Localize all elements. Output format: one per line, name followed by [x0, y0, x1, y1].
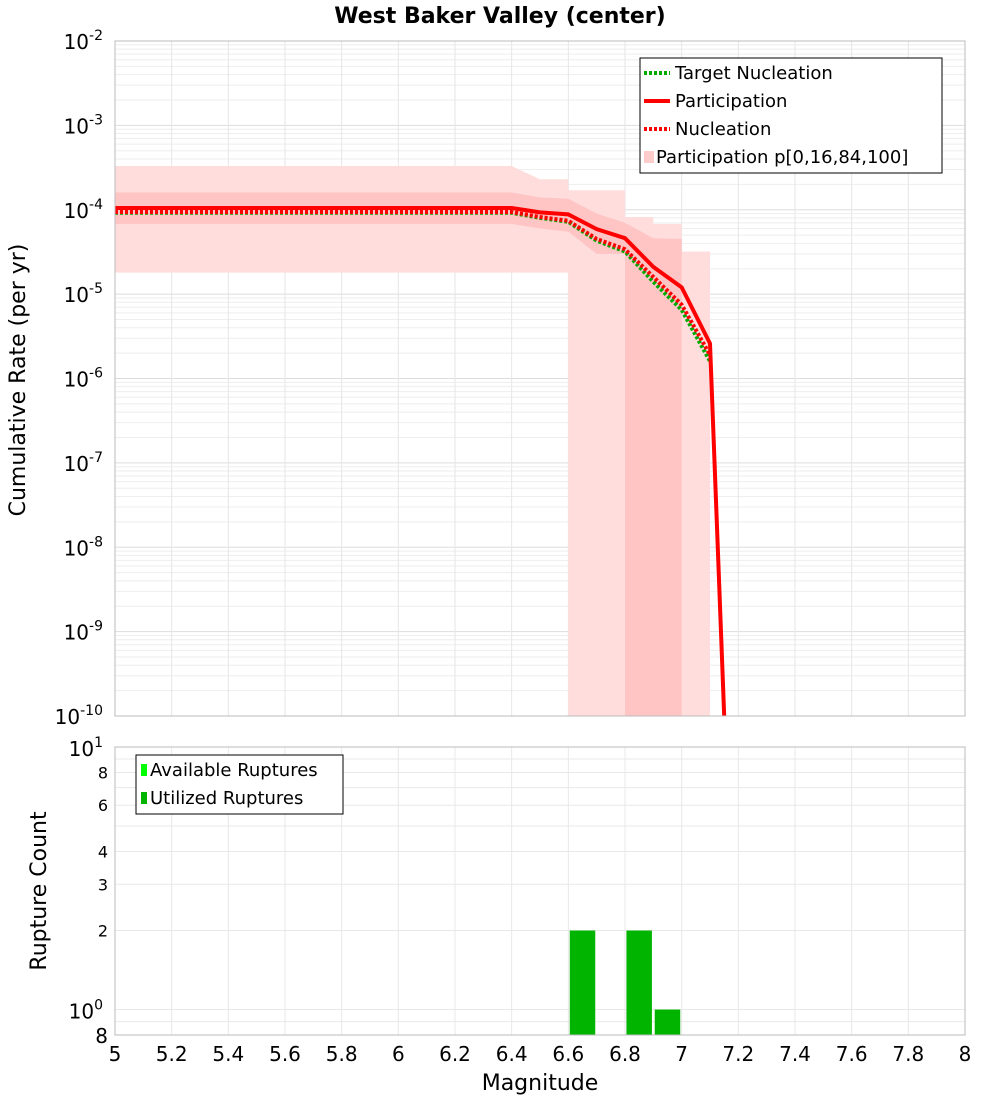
series-line-1	[115, 206, 727, 717]
bottom-y-major-tick-label-0: 100	[69, 998, 103, 1024]
top-y-tick-label-8-exp: -2	[89, 28, 103, 44]
x-tick-label-3: 5.6	[269, 1042, 301, 1066]
bottom-y-minor-tick-label-5: 8	[98, 763, 108, 782]
top-y-tick-label-0-exp: -10	[80, 703, 103, 719]
bar-1	[626, 930, 652, 1035]
bottom-legend-label-0: Available Ruptures	[150, 760, 318, 781]
top-y-tick-label-2-exp: -8	[89, 534, 103, 550]
top-y-tick-label-4-base: 10	[64, 368, 89, 392]
bottom-legend-swatch-0	[141, 764, 147, 776]
top-y-tick-label-6-exp: -4	[89, 197, 103, 213]
top-plot-frame	[114, 40, 966, 717]
top-y-tick-label-3-base: 10	[64, 452, 89, 476]
top-y-tick-label-7: 10-3	[64, 112, 103, 138]
bottom-y-minor-tick-label-2: 3	[98, 875, 108, 894]
bar-2	[654, 1009, 681, 1035]
top-y-tick-label-6-base: 10	[64, 199, 89, 223]
top-y-tick-label-7-exp: -3	[89, 112, 103, 128]
top-y-tick-label-4: 10-6	[64, 366, 104, 392]
top-y-tick-label-5-exp: -5	[89, 281, 103, 297]
top-y-tick-label-0-base: 10	[55, 705, 80, 729]
top-y-tick-label-8-base: 10	[64, 30, 89, 54]
top-y-tick-label-5: 10-5	[64, 281, 103, 307]
top-y-tick-label-8: 10-2	[64, 28, 103, 54]
top-series	[115, 206, 727, 717]
top-legend-label-0: Target Nucleation	[674, 63, 833, 84]
top-y-tick-label-0: 10-10	[55, 703, 103, 729]
x-tick-label-15: 8	[959, 1042, 972, 1066]
top-legend-label-2: Nucleation	[675, 119, 771, 140]
x-tick-label-9: 6.8	[609, 1042, 641, 1066]
top-legend-label-3: Participation p[0,16,84,100]	[656, 147, 908, 168]
chart-title: West Baker Valley (center)	[334, 4, 665, 29]
top-y-tick-label-1-exp: -9	[89, 619, 103, 635]
x-tick-label-8: 6.6	[552, 1042, 584, 1066]
bottom-y-minor-tick-label-1: 2	[98, 922, 108, 941]
band-1	[115, 192, 682, 716]
top-y-tick-label-6: 10-4	[64, 197, 104, 223]
bottom-y-major-tick-label-1-base: 10	[69, 737, 94, 761]
x-tick-label-10: 7	[675, 1042, 688, 1066]
x-tick-label-13: 7.6	[836, 1042, 868, 1066]
bottom-x-ticks: 5 5.2 5.4 5.6 5.8 6 6.2 6.4 6.6 6.8 7 7.2 7.4 7.6 7.8 8	[109, 1042, 972, 1066]
bottom-y-major-tick-label-0-exp: 0	[94, 998, 103, 1014]
top-bands	[115, 166, 710, 716]
bottom-y-minor-tick-label-0: 8	[95, 1024, 108, 1048]
bar-0	[569, 930, 596, 1035]
x-tick-label-14: 7.8	[892, 1042, 924, 1066]
top-y-tick-label-4-exp: -6	[89, 366, 103, 382]
top-y-tick-label-7-base: 10	[64, 114, 89, 138]
bottom-plot-frame	[114, 746, 966, 1036]
top-legend-swatch-3	[644, 151, 654, 163]
bottom-y-major-tick-label-0-base: 10	[69, 1000, 94, 1024]
x-tick-label-1: 5.2	[156, 1042, 188, 1066]
bottom-legend-swatch-1	[141, 792, 147, 804]
bottom-legend: Available Ruptures Utilized Ruptures	[135, 754, 344, 815]
top-y-tick-label-2-base: 10	[64, 536, 89, 560]
top-y-tick-label-3-exp: -7	[89, 450, 103, 466]
bottom-y-minor-tick-label-3: 4	[98, 842, 108, 861]
top-legend: Target Nucleation Participation Nucleation…	[639, 57, 943, 174]
x-tick-label-4: 5.8	[326, 1042, 358, 1066]
x-tick-label-7: 6.4	[496, 1042, 528, 1066]
x-tick-label-5: 6	[392, 1042, 405, 1066]
top-y-tick-label-5-base: 10	[64, 283, 89, 307]
top-y-tick-label-1-base: 10	[64, 621, 89, 645]
bottom-legend-label-1: Utilized Ruptures	[150, 788, 303, 809]
top-y-tick-label-3: 10-7	[64, 450, 103, 476]
bottom-y-axis-label: Rupture Count	[27, 811, 52, 971]
x-tick-label-6: 6.2	[439, 1042, 471, 1066]
x-tick-label-12: 7.4	[779, 1042, 811, 1066]
top-y-tick-label-2: 10-8	[64, 534, 103, 560]
x-tick-label-2: 5.4	[212, 1042, 244, 1066]
bottom-y-major-tick-label-1-exp: 1	[94, 735, 103, 751]
series-line-2	[115, 210, 712, 356]
top-legend-label-1: Participation	[675, 91, 787, 112]
top-y-axis-label: Cumulative Rate (per yr)	[6, 244, 31, 517]
top-y-tick-label-1: 10-9	[64, 619, 103, 645]
bottom-y-minor-tick-label-4: 6	[98, 796, 108, 815]
bottom-legend-box	[135, 754, 344, 815]
top-legend-box	[639, 57, 943, 174]
bottom-bars	[569, 930, 681, 1035]
x-axis-label: Magnitude	[482, 1071, 599, 1096]
bottom-y-major-tick-label-1: 101	[69, 735, 103, 761]
x-tick-label-11: 7.2	[722, 1042, 754, 1066]
x-tick-label-0: 5	[109, 1042, 122, 1066]
